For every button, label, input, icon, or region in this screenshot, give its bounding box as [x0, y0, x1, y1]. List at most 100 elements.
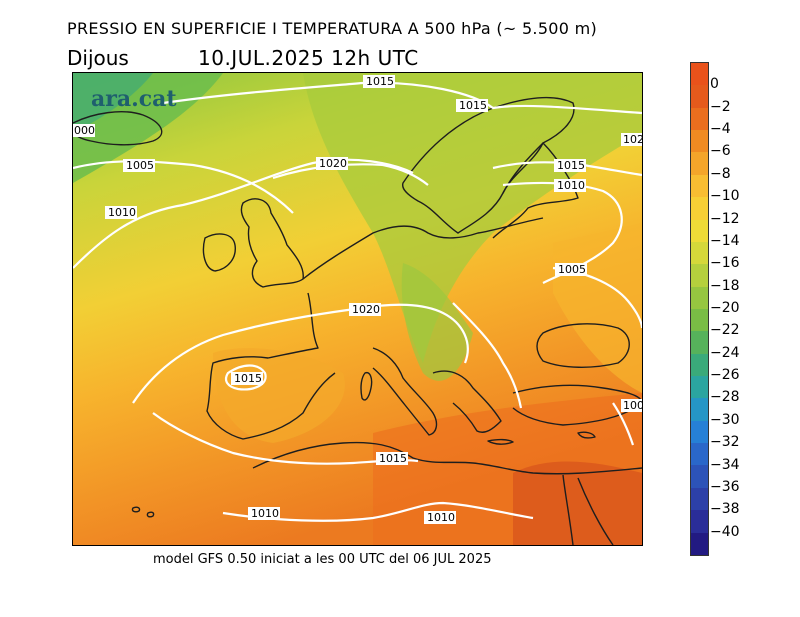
cool-region-scandinavia: [303, 73, 642, 363]
chart-title: PRESSIO EN SUPERFICIE I TEMPERATURA A 50…: [67, 19, 598, 38]
legend-swatch: [691, 264, 708, 287]
isobar-far-east: [612, 402, 635, 446]
legend-label: −40: [710, 523, 740, 540]
legend-label: −6: [710, 143, 731, 160]
coast-cyprus: [577, 431, 596, 439]
isobar-label: 1015: [234, 372, 262, 385]
coast-balkans: [432, 370, 502, 433]
coast-crete: [487, 438, 514, 445]
legend-swatch: [691, 398, 708, 421]
isobar-1010-west: [73, 158, 414, 269]
isobar-labels: 1015 1015 1015 1010 1005 1010 1020 1005 …: [73, 75, 642, 524]
isobar-label: 1010: [427, 511, 455, 524]
legend-label: −4: [710, 121, 731, 138]
legend-swatch: [691, 353, 708, 377]
isobar-label: 1010: [108, 206, 136, 219]
legend-swatch: [691, 308, 708, 332]
cold-region-arctic: [73, 73, 153, 133]
legend-swatch: [691, 420, 708, 444]
legend-labels: 0 −2 −4 −6 −8 −10 −12 −14 −16 −18 −20 −22 −24 −26 −28 −…: [710, 62, 790, 554]
coast-nile: [562, 474, 574, 545]
coast-ireland: [202, 233, 236, 272]
isobar-label: 100: [623, 399, 642, 412]
legend-swatch: [691, 174, 708, 198]
warm-region-iberia: [213, 348, 345, 443]
coast-north-europe: [302, 217, 544, 280]
legend-label: −24: [710, 344, 740, 361]
coast-sardinia: [360, 371, 373, 401]
legend-label: −38: [710, 501, 740, 518]
legend-swatch: [691, 510, 708, 533]
legend-label: −10: [710, 188, 740, 205]
legend-swatch: [691, 487, 708, 511]
legend-label: −18: [710, 277, 740, 294]
isobar-label: 1020: [352, 303, 380, 316]
isobar-1010-south: [222, 501, 534, 522]
cool-region-central: [401, 263, 473, 381]
isobar-label: 1010: [557, 179, 585, 192]
coastlines: [73, 96, 642, 545]
isobar-label: 000: [74, 124, 95, 137]
coast-red-sea: [577, 477, 614, 545]
legend-swatch: [691, 219, 708, 242]
legend-swatch: [691, 107, 708, 131]
coast-turkey: [512, 384, 642, 426]
legend-swatch: [691, 152, 708, 175]
legend-swatch: [691, 85, 708, 108]
legend-label: −20: [710, 300, 740, 316]
legend-swatch: [691, 241, 708, 265]
legend-label: 0: [710, 76, 719, 93]
weather-map: 1015 1015 1015 1010 1005 1010 1020 1005 …: [72, 72, 643, 546]
isobar-label: 1015: [557, 159, 585, 172]
isobar-label: 1005: [126, 159, 154, 172]
isobar-eastern-arc: [452, 302, 523, 409]
logo: ara.cat: [91, 86, 177, 112]
legend-swatch: [691, 197, 708, 220]
legend-label: −22: [710, 322, 740, 339]
isobar-1005: [73, 160, 294, 214]
legend-label: −16: [710, 255, 740, 272]
isobar-label: 1020: [319, 157, 347, 170]
coast-canaries-2: [146, 511, 155, 518]
legend-swatch: [691, 465, 708, 488]
legend-label: −12: [710, 210, 740, 227]
isobar-label: 1015: [366, 75, 394, 88]
legend-label: −36: [710, 478, 740, 495]
hot-region-egypt: [513, 461, 642, 545]
legend-swatch: [691, 286, 708, 309]
color-legend: [690, 62, 709, 556]
isobar-1015-iberia: [224, 364, 267, 391]
legend-swatch: [691, 376, 708, 399]
legend-swatch: [691, 532, 708, 555]
legend-swatch: [691, 443, 708, 466]
coast-scandinavia: [401, 96, 575, 234]
legend-label: −8: [710, 165, 731, 182]
legend-swatch: [691, 130, 708, 153]
coast-north-africa: [252, 441, 642, 475]
isobar-1015-north: [162, 81, 642, 115]
isobar-1020-north: [272, 163, 429, 186]
forecast-date: 10.JUL.2025 12h UTC: [198, 46, 419, 70]
legend-label: −32: [710, 434, 740, 451]
coast-iceland: [73, 111, 163, 146]
isobar-label: 1015: [459, 99, 487, 112]
coast-canaries: [131, 506, 141, 513]
legend-label: −26: [710, 367, 740, 384]
legend-label: −2: [710, 98, 731, 115]
legend-label: −28: [710, 389, 740, 406]
coast-britain: [240, 198, 304, 288]
legend-swatch: [691, 331, 708, 354]
legend-swatch-top: [691, 63, 708, 86]
isobar-label: 1010: [251, 507, 279, 520]
isobar-label: 1005: [558, 263, 586, 276]
forecast-day: Dijous: [67, 46, 129, 70]
coast-italy: [372, 347, 438, 436]
coast-black-sea: [536, 323, 630, 368]
isobar-label: 102: [623, 133, 642, 146]
coast-baltic: [492, 142, 579, 239]
model-info: model GFS 0.50 iniciat a les 00 UTC del …: [153, 552, 492, 567]
coast-france-iberia: [206, 292, 336, 440]
legend-label: −34: [710, 456, 740, 473]
legend-label: −30: [710, 411, 740, 428]
legend-label: −14: [710, 232, 740, 249]
